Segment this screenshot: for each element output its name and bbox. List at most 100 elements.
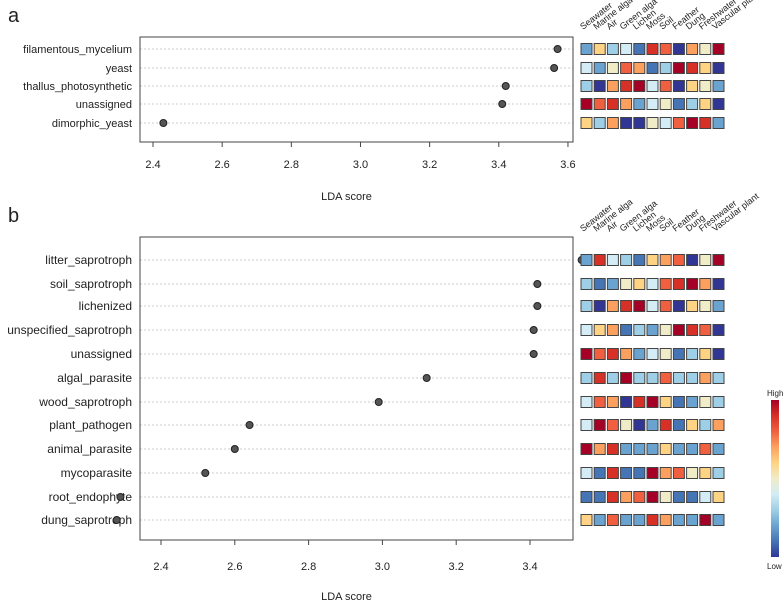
heatmap-cell [686, 278, 699, 290]
heatmap-cell [606, 62, 619, 74]
heatmap-cell [659, 491, 672, 503]
data-point [498, 100, 507, 108]
heatmap-cell [686, 254, 699, 266]
heatmap-cell [606, 254, 619, 266]
heatmap-cell [672, 514, 685, 526]
heatmap-cell [646, 491, 659, 503]
heatmap-cell [712, 98, 725, 110]
heatmap-cell [606, 98, 619, 110]
heatmap-cell [620, 324, 633, 336]
heatmap-cell [699, 324, 712, 336]
heatmap-cell [672, 443, 685, 455]
data-point [529, 350, 538, 358]
data-point [159, 119, 168, 127]
heatmap-cell [699, 491, 712, 503]
heatmap-cell [686, 348, 699, 360]
heatmap-cell [620, 117, 633, 129]
x-tick-label: 3.2 [422, 159, 437, 171]
heatmap-cell [606, 467, 619, 479]
heatmap-cell [593, 62, 606, 74]
data-point [230, 445, 239, 453]
heatmap-cell [593, 514, 606, 526]
data-point [550, 64, 559, 72]
heatmap-cell [659, 62, 672, 74]
heatmap-cell [580, 348, 593, 360]
heatmap-cell [620, 419, 633, 431]
heatmap-cell [659, 278, 672, 290]
heatmap-cell [593, 80, 606, 92]
heatmap-cell [699, 62, 712, 74]
heatmap-cell [699, 514, 712, 526]
heatmap-cell [633, 62, 646, 74]
heatmap-cell [593, 254, 606, 266]
category-label: litter_saprotroph [45, 253, 132, 267]
heatmap-cell [672, 348, 685, 360]
heatmap-cell [712, 324, 725, 336]
heatmap-cell [593, 98, 606, 110]
heatmap-cell [580, 396, 593, 408]
legend-gradient-bar [771, 400, 779, 557]
heatmap-cell [672, 491, 685, 503]
heatmap-cell [606, 396, 619, 408]
heatmap-cell [712, 254, 725, 266]
heatmap-cell [620, 300, 633, 312]
heatmap-cell [620, 43, 633, 55]
heatmap-cell [580, 419, 593, 431]
heatmap-cell [686, 62, 699, 74]
heatmap-cell [593, 324, 606, 336]
heatmap-cell [606, 278, 619, 290]
heatmap-cell [593, 348, 606, 360]
category-label: algal_parasite [57, 371, 132, 385]
heatmap-cell [646, 348, 659, 360]
heatmap-cell [646, 443, 659, 455]
heatmap-cell [672, 278, 685, 290]
heatmap-cell [593, 419, 606, 431]
heatmap-cell [659, 514, 672, 526]
heatmap-cell [712, 491, 725, 503]
heatmap-cell [633, 98, 646, 110]
heatmap-cell [580, 98, 593, 110]
heatmap-cell [646, 324, 659, 336]
category-label: unassigned [71, 347, 132, 361]
heatmap-cell [606, 80, 619, 92]
heatmap-cell [699, 278, 712, 290]
heatmap-cell [659, 254, 672, 266]
heatmap-cell [672, 324, 685, 336]
heatmap-cell [659, 372, 672, 384]
x-tick-label: 3.0 [375, 561, 390, 573]
heatmap-cell [712, 80, 725, 92]
heatmap-cell [712, 43, 725, 55]
category-label: unspecified_saprotroph [7, 323, 132, 337]
heatmap-cell [672, 62, 685, 74]
heatmap-cell [606, 348, 619, 360]
data-point [533, 280, 542, 288]
category-label: wood_saprotroph [38, 395, 132, 409]
heatmap-cell [633, 419, 646, 431]
heatmap-cell [686, 372, 699, 384]
heatmap-cell [633, 80, 646, 92]
heatmap-cell [659, 348, 672, 360]
heatmap-cell [620, 467, 633, 479]
heatmap-cell [646, 372, 659, 384]
data-point [116, 493, 125, 501]
category-label: mycoparasite [61, 466, 133, 480]
heatmap-cell [686, 300, 699, 312]
heatmap-cell [699, 419, 712, 431]
heatmap-cell [646, 62, 659, 74]
data-point [201, 469, 210, 477]
heatmap-cell [620, 372, 633, 384]
heatmap-cell [633, 300, 646, 312]
heatmap-cell [686, 324, 699, 336]
category-label: animal_parasite [47, 442, 132, 456]
heatmap-cell [686, 80, 699, 92]
x-tick-label: 2.4 [153, 561, 168, 573]
heatmap-cell [672, 396, 685, 408]
heatmap-cell [712, 117, 725, 129]
heatmap-cell [672, 372, 685, 384]
data-point [245, 421, 254, 429]
heatmap-cell [606, 117, 619, 129]
heatmap-cell [620, 278, 633, 290]
legend-high-label: High [767, 389, 783, 398]
heatmap-cell [712, 419, 725, 431]
